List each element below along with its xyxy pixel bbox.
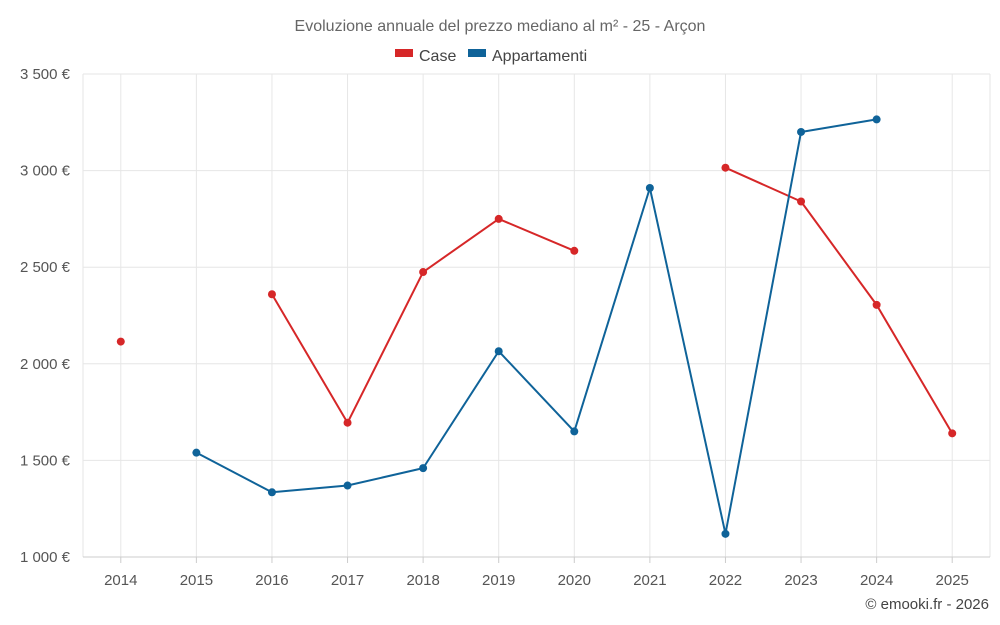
series-line-case <box>725 166 954 434</box>
legend-swatch-case <box>395 49 413 57</box>
y-tick-label: 1 000 € <box>20 549 71 566</box>
series <box>116 115 957 538</box>
series-line-appartamenti <box>195 118 877 535</box>
x-tick-label: 2017 <box>331 572 364 589</box>
x-tick-label: 2025 <box>936 572 969 589</box>
data-point-case-2018[interactable] <box>419 268 428 277</box>
data-point-case-2024[interactable] <box>872 300 881 309</box>
chart-title: Evoluzione annuale del prezzo mediano al… <box>295 18 706 35</box>
legend-item-appartamenti[interactable]: Appartamenti <box>468 48 587 65</box>
x-tick-label: 2016 <box>255 572 288 589</box>
y-tick-label: 2 500 € <box>20 259 71 276</box>
data-point-appartamenti-2018[interactable] <box>419 464 428 473</box>
x-tick-label: 2020 <box>558 572 591 589</box>
x-tick-label: 2023 <box>784 572 817 589</box>
data-point-appartamenti-2016[interactable] <box>267 488 276 497</box>
series-appartamenti <box>192 115 881 538</box>
legend-label-appartamenti: Appartamenti <box>492 48 587 65</box>
data-point-case-2022[interactable] <box>721 163 730 172</box>
y-tick-label: 1 500 € <box>20 452 71 469</box>
x-tick-label: 2022 <box>709 572 742 589</box>
data-point-appartamenti-2015[interactable] <box>192 448 201 457</box>
x-tick-label: 2018 <box>406 572 439 589</box>
x-tick-label: 2015 <box>180 572 213 589</box>
y-tick-label: 2 000 € <box>20 356 71 373</box>
legend: Case Appartamenti <box>395 48 587 65</box>
data-point-appartamenti-2022[interactable] <box>721 529 730 538</box>
y-tick-label: 3 000 € <box>20 163 71 180</box>
data-point-case-2020[interactable] <box>570 246 579 255</box>
legend-item-case[interactable]: Case <box>395 48 456 65</box>
series-case <box>116 163 957 438</box>
data-point-appartamenti-2019[interactable] <box>494 347 503 356</box>
x-tick-label: 2024 <box>860 572 893 589</box>
grid <box>82 73 991 557</box>
legend-label-case: Case <box>419 48 456 65</box>
y-tick-label: 3 500 € <box>20 66 71 83</box>
data-point-case-2017[interactable] <box>343 418 352 427</box>
data-point-case-2014[interactable] <box>116 337 125 346</box>
x-tick-label: 2021 <box>633 572 666 589</box>
data-point-appartamenti-2020[interactable] <box>570 427 579 436</box>
data-point-appartamenti-2021[interactable] <box>645 183 654 192</box>
credit-text: © emooki.fr - 2026 <box>865 596 989 613</box>
data-point-case-2025[interactable] <box>948 429 957 438</box>
data-point-appartamenti-2023[interactable] <box>797 127 806 136</box>
axes: 1 000 € 1 500 € 2 000 € 2 500 € 3 000 € 3 500… <box>20 66 990 589</box>
x-tick-label: 2014 <box>104 572 137 589</box>
legend-swatch-appartamenti <box>468 49 486 57</box>
data-point-appartamenti-2024[interactable] <box>872 115 881 124</box>
data-point-case-2023[interactable] <box>797 197 806 206</box>
data-point-case-2016[interactable] <box>267 290 276 299</box>
data-point-appartamenti-2017[interactable] <box>343 481 352 490</box>
x-tick-label: 2019 <box>482 572 515 589</box>
data-point-case-2019[interactable] <box>494 214 503 223</box>
